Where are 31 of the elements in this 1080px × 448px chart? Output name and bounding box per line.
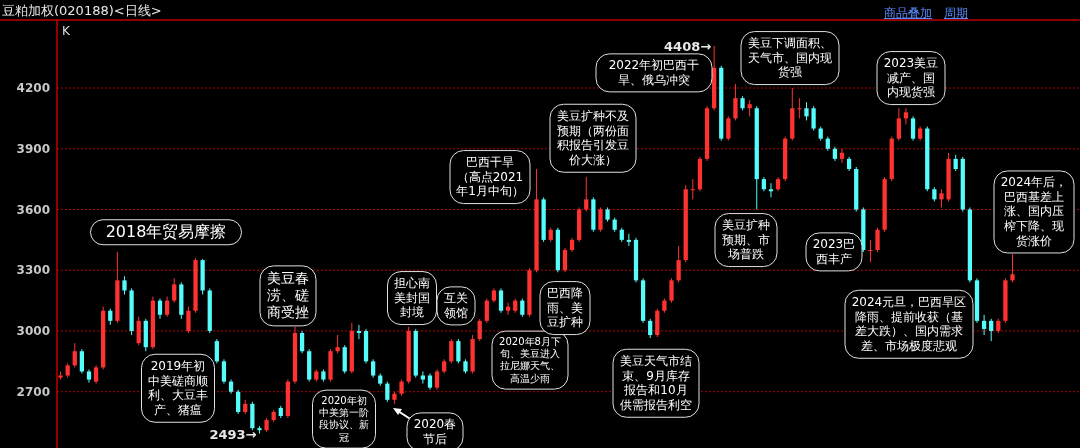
annotation: 2023美豆减产、国内现货强	[876, 51, 946, 105]
annotation: 周期	[944, 5, 968, 22]
annotation: 2023巴西丰产	[805, 232, 863, 272]
y-tick-label: 3000	[16, 323, 50, 338]
annotation: 2024元旦，巴西旱区降雨、提前收获（基差大跌）、国内需求差、市场极度悲观	[844, 289, 974, 359]
annotation: 2022年初巴西干旱、俄乌冲突	[595, 53, 713, 93]
annotation: 2020春节后	[406, 412, 464, 448]
annotation: 商品叠加	[884, 5, 932, 22]
annotation: 美豆下调面积、天气市、国内现货强	[740, 31, 840, 85]
annotation: 2019年初中美磋商顺利、大豆丰产、猪瘟	[141, 353, 215, 423]
y-tick-label: 2700	[16, 384, 50, 399]
annotation: 2020年初中美第一阶段协议、新冠	[312, 389, 376, 448]
annotation: 巴西干旱（高点2021年1月中旬）	[449, 150, 531, 204]
annotation: K	[62, 24, 70, 38]
annotation: 巴西降雨、美豆扩种	[539, 281, 591, 335]
annotation: 美豆扩种不及预期（两份面积报告引发豆价大涨）	[549, 103, 637, 173]
y-tick-label: 3600	[16, 202, 50, 217]
annotation: 担心南美封国封境	[387, 271, 437, 325]
annotation: 美豆天气市结束、9月库存报告和10月供需报告利空	[612, 348, 700, 418]
y-tick-label: 4200	[16, 81, 50, 96]
y-tick-label: 3300	[16, 263, 50, 278]
y-tick-label: 3900	[16, 141, 50, 156]
annotation: 美豆春涝、磋商受挫	[259, 265, 317, 327]
annotation: 2024年后，巴西基差上涨、国内压榨下降、现货涨价	[993, 170, 1075, 254]
annotation: 互关领馆	[436, 286, 476, 326]
annotation: 美豆扩种预期、市场普跌	[714, 213, 778, 267]
annotation: 2018年贸易摩擦	[90, 219, 242, 245]
chart-title: 豆粕加权(020188)<日线>	[2, 3, 162, 18]
annotation: 4408→	[664, 38, 712, 54]
annotation: 2493→	[209, 426, 257, 442]
annotation: 2020年8月下旬、美豆进入拉尼娜天气、高温少雨	[491, 330, 569, 390]
